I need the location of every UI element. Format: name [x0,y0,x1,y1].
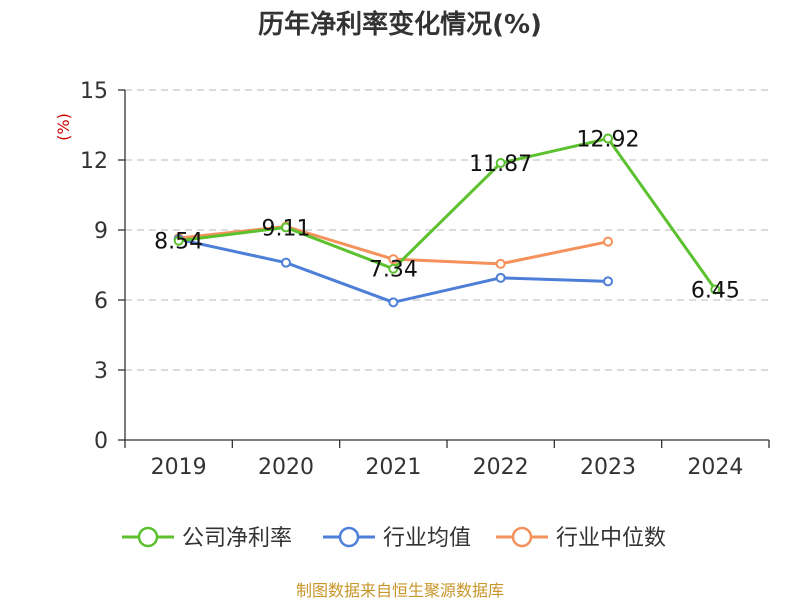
data-point [388,263,399,274]
chart-title: 历年净利率变化情况(%) [258,9,542,40]
axes: 0 3 6 9 12 15 2019 2020 2021 2022 2023 2024 [80,79,770,480]
data-point [603,133,613,144]
x-tick-label: 2024 [687,455,743,480]
x-tick-label: 2019 [151,455,207,480]
legend-marker [511,526,533,548]
data-point [495,272,506,283]
data-point [173,235,184,246]
legend-label: 公司净利率 [182,526,292,551]
data-label: 9.11 [262,216,311,241]
data-point [388,254,399,265]
data-point [710,284,721,295]
data-labels: 8.54 9.11 7.34 11.87 12.92 6.45 [154,128,740,304]
legend-marker [338,526,360,548]
y-axis-unit: (%) [54,113,73,141]
data-point [281,222,291,233]
legend-label: 行业中位数 [556,526,666,551]
source-note: 制图数据来自恒生聚源数据库 [296,581,504,600]
legend-label: 行业均值 [383,526,471,551]
x-tick-label: 2022 [473,455,529,480]
y-tick-label: 9 [94,219,108,244]
data-label: 6.45 [691,279,740,304]
data-point [388,297,399,308]
data-point [603,276,613,287]
data-label: 12.92 [577,128,640,153]
data-point [495,158,506,169]
y-tick-label: 12 [80,149,108,174]
series-line [178,137,717,291]
legend-marker [137,526,159,548]
x-tick-label: 2023 [580,455,636,480]
legend: 公司净利率 行业均值 行业中位数 [122,526,666,551]
data-point [603,236,613,247]
y-tick-label: 3 [94,359,108,384]
data-label: 11.87 [469,152,532,177]
x-tick-label: 2020 [258,455,314,480]
y-tick-label: 6 [94,289,108,314]
series-group [173,133,721,308]
data-point [495,258,506,269]
data-point [281,257,291,268]
y-tick-label: 0 [94,429,108,454]
data-label: 7.34 [369,258,418,283]
x-tick-label: 2021 [365,455,421,480]
data-label: 8.54 [154,230,203,255]
y-tick-label: 15 [80,79,108,104]
